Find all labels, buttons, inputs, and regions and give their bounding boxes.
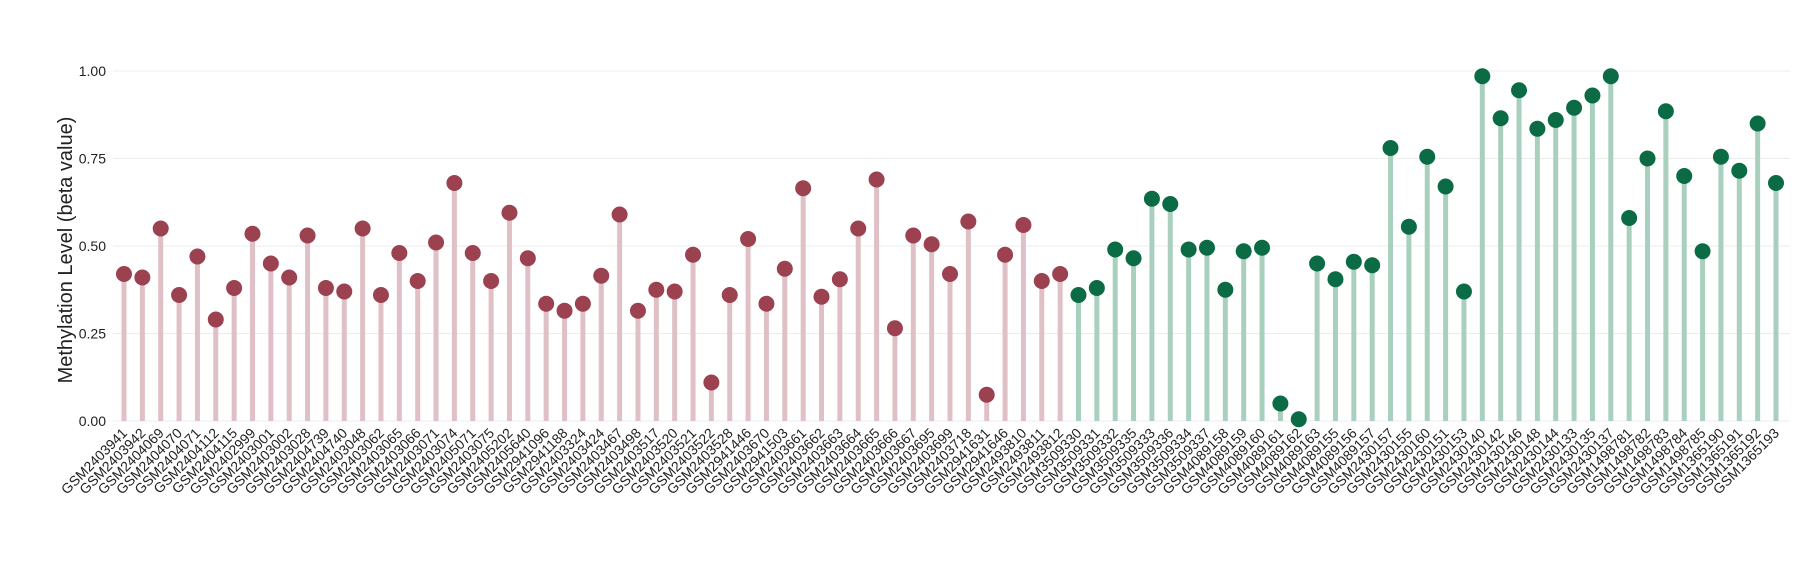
point — [813, 288, 830, 305]
point — [1676, 168, 1693, 184]
point — [116, 266, 132, 282]
point — [1768, 175, 1784, 191]
point — [1621, 210, 1638, 226]
point — [721, 287, 738, 303]
point — [942, 266, 958, 282]
point — [483, 273, 500, 289]
point — [501, 204, 518, 221]
point — [262, 255, 279, 272]
y-tick-label: 0.50 — [79, 238, 106, 254]
point — [886, 320, 903, 337]
point — [1474, 68, 1491, 85]
point — [1566, 99, 1583, 116]
point — [281, 269, 298, 286]
point — [1272, 395, 1289, 412]
point — [758, 295, 775, 312]
point — [666, 283, 683, 300]
point — [317, 280, 334, 296]
point — [354, 220, 371, 237]
point — [1162, 196, 1179, 212]
point — [1217, 281, 1234, 298]
point — [538, 295, 555, 312]
point — [1455, 283, 1472, 300]
point — [1309, 255, 1326, 272]
point — [1492, 110, 1509, 127]
point — [391, 245, 408, 261]
point — [776, 260, 793, 277]
y-axis-label: Methylation Level (beta value) — [55, 117, 77, 384]
point — [1529, 120, 1546, 137]
point — [1143, 190, 1160, 207]
point — [464, 245, 481, 261]
point — [629, 302, 646, 319]
point — [428, 234, 445, 251]
point — [152, 220, 169, 237]
point — [1639, 150, 1656, 167]
point — [1198, 239, 1215, 256]
point — [850, 220, 867, 237]
point — [1327, 271, 1344, 288]
point — [556, 302, 573, 319]
point — [574, 295, 591, 312]
point — [226, 280, 243, 296]
point — [1107, 241, 1124, 258]
point — [1584, 87, 1601, 104]
point — [1088, 280, 1105, 296]
y-tick-label: 0.25 — [79, 326, 106, 342]
point — [997, 246, 1014, 263]
point — [1712, 148, 1729, 165]
point — [740, 231, 757, 247]
point — [611, 206, 628, 223]
point — [299, 227, 316, 244]
point — [134, 269, 151, 286]
point — [1749, 115, 1766, 132]
point — [795, 180, 812, 197]
point — [1694, 243, 1711, 260]
point — [1070, 287, 1087, 303]
point — [1125, 250, 1142, 267]
point — [978, 386, 995, 403]
point — [1419, 148, 1436, 165]
point — [336, 283, 353, 300]
point — [1657, 103, 1674, 120]
y-tick-label: 0.75 — [79, 151, 106, 167]
point — [831, 271, 848, 288]
point — [923, 236, 940, 253]
point — [703, 374, 720, 391]
point — [1382, 140, 1399, 156]
point — [1290, 411, 1307, 428]
point — [1400, 218, 1417, 235]
point — [868, 171, 885, 188]
point — [372, 287, 389, 303]
point — [1015, 217, 1032, 233]
point — [446, 175, 463, 191]
point — [1254, 239, 1271, 256]
point — [1235, 243, 1252, 260]
point — [1033, 273, 1050, 289]
point — [1731, 162, 1748, 179]
point — [905, 227, 922, 244]
point — [189, 248, 206, 265]
point — [685, 246, 702, 263]
point — [1052, 266, 1069, 282]
point — [1180, 241, 1197, 258]
y-tick-label: 0.00 — [79, 413, 106, 429]
point — [244, 225, 261, 242]
point — [960, 213, 977, 230]
point — [171, 287, 188, 303]
point — [1547, 112, 1564, 128]
point — [1602, 68, 1619, 85]
point — [648, 281, 665, 298]
point — [1345, 253, 1362, 270]
point — [1511, 82, 1528, 99]
point — [593, 267, 610, 284]
point — [1437, 178, 1454, 195]
y-tick-label: 1.00 — [79, 63, 106, 79]
point — [519, 250, 536, 267]
point — [1364, 257, 1381, 274]
point — [409, 273, 426, 289]
point — [207, 311, 224, 328]
